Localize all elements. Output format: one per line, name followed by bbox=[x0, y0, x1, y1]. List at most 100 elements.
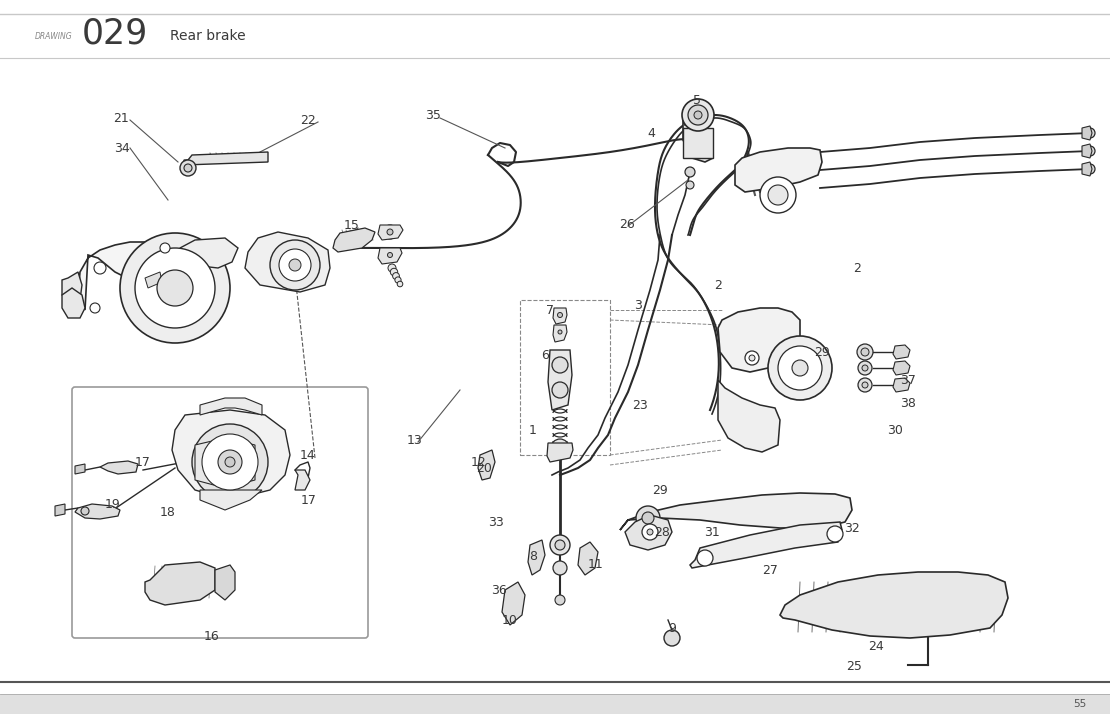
Circle shape bbox=[642, 512, 654, 524]
Circle shape bbox=[391, 268, 397, 276]
Circle shape bbox=[270, 240, 320, 290]
Polygon shape bbox=[683, 115, 713, 162]
Circle shape bbox=[768, 336, 832, 400]
Bar bbox=[0, 694, 1110, 714]
Text: 16: 16 bbox=[204, 630, 220, 643]
Circle shape bbox=[1084, 146, 1094, 156]
Circle shape bbox=[697, 550, 713, 566]
Text: 28: 28 bbox=[654, 526, 670, 538]
Polygon shape bbox=[547, 443, 573, 462]
Text: Rear brake: Rear brake bbox=[170, 29, 245, 43]
Circle shape bbox=[383, 225, 397, 239]
FancyBboxPatch shape bbox=[72, 387, 369, 638]
Text: 19: 19 bbox=[105, 498, 121, 511]
Circle shape bbox=[827, 526, 842, 542]
Polygon shape bbox=[620, 493, 852, 530]
Circle shape bbox=[388, 264, 396, 272]
Text: 25: 25 bbox=[846, 660, 862, 673]
Text: 1: 1 bbox=[529, 423, 537, 436]
Circle shape bbox=[555, 540, 565, 550]
Polygon shape bbox=[780, 572, 1008, 638]
Circle shape bbox=[397, 281, 403, 287]
Text: 029: 029 bbox=[82, 16, 149, 50]
Circle shape bbox=[793, 360, 808, 376]
Circle shape bbox=[858, 378, 872, 392]
Polygon shape bbox=[200, 398, 262, 415]
Circle shape bbox=[90, 303, 100, 313]
Polygon shape bbox=[145, 562, 215, 605]
Circle shape bbox=[552, 357, 568, 373]
Polygon shape bbox=[553, 325, 567, 342]
Circle shape bbox=[642, 524, 658, 540]
Polygon shape bbox=[735, 148, 823, 192]
Polygon shape bbox=[548, 350, 572, 410]
Text: 23: 23 bbox=[632, 398, 648, 411]
Text: 6: 6 bbox=[541, 348, 549, 361]
Text: 18: 18 bbox=[160, 506, 176, 518]
Polygon shape bbox=[894, 378, 910, 392]
Circle shape bbox=[745, 351, 759, 365]
Text: 36: 36 bbox=[491, 583, 507, 596]
Text: DRAWING: DRAWING bbox=[36, 31, 72, 41]
Circle shape bbox=[557, 313, 563, 318]
Circle shape bbox=[94, 262, 105, 274]
Text: 3: 3 bbox=[634, 298, 642, 311]
Circle shape bbox=[686, 181, 694, 189]
Circle shape bbox=[202, 434, 258, 490]
Circle shape bbox=[225, 457, 235, 467]
Circle shape bbox=[387, 253, 393, 258]
Text: 26: 26 bbox=[619, 218, 635, 231]
Circle shape bbox=[393, 273, 400, 279]
Circle shape bbox=[160, 243, 170, 253]
Circle shape bbox=[120, 233, 230, 343]
Polygon shape bbox=[578, 542, 598, 575]
Text: 8: 8 bbox=[529, 550, 537, 563]
Polygon shape bbox=[528, 540, 545, 575]
Polygon shape bbox=[180, 238, 238, 268]
Text: 31: 31 bbox=[704, 526, 720, 540]
Polygon shape bbox=[894, 361, 910, 375]
Circle shape bbox=[768, 185, 788, 205]
Text: 10: 10 bbox=[502, 613, 518, 626]
Circle shape bbox=[685, 167, 695, 177]
Polygon shape bbox=[379, 248, 402, 264]
Text: 9: 9 bbox=[668, 621, 676, 635]
Text: 17: 17 bbox=[135, 456, 151, 468]
Circle shape bbox=[1084, 164, 1094, 174]
Polygon shape bbox=[200, 490, 262, 510]
Circle shape bbox=[135, 248, 215, 328]
Circle shape bbox=[551, 439, 569, 457]
Circle shape bbox=[682, 99, 714, 131]
Circle shape bbox=[554, 309, 566, 321]
Circle shape bbox=[289, 259, 301, 271]
Circle shape bbox=[555, 326, 565, 338]
Text: 7: 7 bbox=[546, 303, 554, 316]
Circle shape bbox=[862, 365, 868, 371]
Polygon shape bbox=[172, 410, 290, 500]
Text: 55: 55 bbox=[1073, 699, 1087, 709]
Polygon shape bbox=[75, 504, 120, 519]
Text: 22: 22 bbox=[300, 114, 316, 126]
Text: 13: 13 bbox=[407, 433, 423, 446]
Bar bbox=[519, 300, 610, 455]
Circle shape bbox=[157, 270, 193, 306]
Text: 15: 15 bbox=[344, 218, 360, 231]
Polygon shape bbox=[718, 380, 780, 452]
Polygon shape bbox=[100, 461, 138, 474]
Text: 29: 29 bbox=[652, 483, 668, 496]
Circle shape bbox=[760, 177, 796, 213]
Polygon shape bbox=[78, 242, 188, 310]
Circle shape bbox=[555, 595, 565, 605]
Polygon shape bbox=[62, 288, 85, 318]
Bar bbox=[683, 128, 713, 158]
Circle shape bbox=[549, 535, 571, 555]
Polygon shape bbox=[379, 225, 403, 240]
Text: 2: 2 bbox=[854, 261, 861, 274]
Text: 12: 12 bbox=[471, 456, 487, 470]
Circle shape bbox=[279, 249, 311, 281]
Polygon shape bbox=[295, 470, 310, 490]
Text: 30: 30 bbox=[887, 423, 902, 436]
Circle shape bbox=[857, 344, 872, 360]
Circle shape bbox=[778, 346, 823, 390]
Circle shape bbox=[384, 249, 396, 261]
